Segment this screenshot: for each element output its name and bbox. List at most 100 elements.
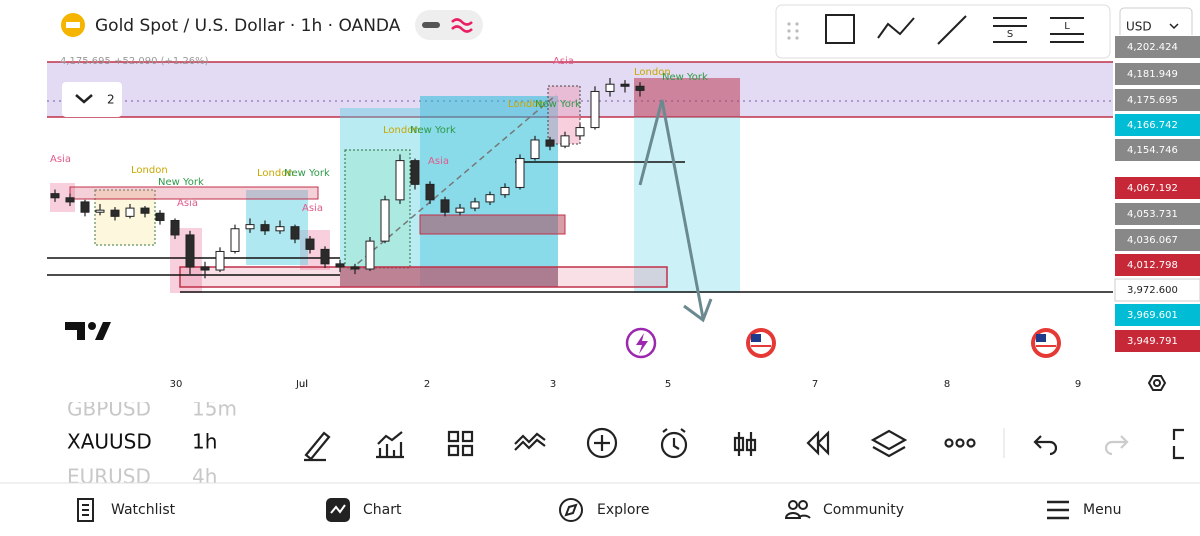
candle-body [365, 240, 375, 270]
layers-tool[interactable] [870, 429, 908, 458]
fullscreen-tool[interactable] [1172, 428, 1184, 460]
tool-label: S [1007, 29, 1013, 40]
candle-body [455, 207, 465, 213]
session-label: Asia [302, 203, 323, 214]
time-label: Jul [295, 379, 308, 390]
watchlist-icon[interactable] [77, 498, 94, 522]
candle-body [350, 266, 360, 270]
price-label: 4,175.695 [1127, 95, 1178, 106]
candle-body [410, 160, 420, 185]
zone [179, 266, 668, 288]
candle-body [230, 228, 240, 252]
zone [340, 267, 558, 287]
candle-body [440, 199, 450, 213]
undo-tool[interactable] [1033, 435, 1058, 456]
candle-body [305, 238, 315, 250]
collapse-button[interactable] [62, 82, 122, 117]
price-label-bg [1115, 203, 1200, 225]
session-label: New York [284, 168, 330, 179]
session-label: Asia [428, 156, 449, 167]
candles-tool[interactable] [733, 432, 757, 456]
s-tool[interactable] [993, 17, 1027, 43]
price-label: 4,181.949 [1127, 69, 1178, 80]
candle-body [545, 139, 555, 147]
zone [547, 85, 581, 145]
zone [634, 117, 740, 293]
candle-body [200, 266, 210, 271]
candle-body [635, 85, 645, 91]
layout-tool[interactable] [447, 430, 474, 457]
candle-body [140, 207, 150, 214]
session-label: London [634, 67, 671, 78]
price-label: 4,067.192 [1127, 183, 1178, 194]
nav-label[interactable]: Community [823, 502, 904, 518]
nav-label[interactable]: Explore [597, 502, 650, 518]
menu-icon[interactable] [1047, 500, 1069, 520]
candle-body [185, 234, 195, 268]
draw-tool[interactable] [304, 431, 331, 462]
session-label: London [508, 99, 545, 110]
drag-handle [787, 22, 799, 40]
axis-cover [0, 366, 300, 402]
candle-body [560, 135, 570, 147]
nav-label[interactable]: Menu [1083, 502, 1121, 518]
zone [419, 214, 566, 235]
price-label-bg [1115, 229, 1200, 251]
candle-body [590, 90, 600, 129]
symbol-icon [66, 22, 80, 28]
candle-body [80, 201, 90, 213]
more-tool[interactable] [944, 438, 954, 448]
zone [69, 186, 319, 200]
us-event-icon[interactable] [746, 328, 776, 358]
us-event-icon[interactable] [1031, 328, 1061, 358]
session-label: New York [410, 125, 456, 136]
session-label: New York [158, 177, 204, 188]
time-label: 8 [944, 379, 950, 390]
symbol-name[interactable]: XAUUSD [67, 430, 152, 454]
toggle-icon [451, 18, 473, 33]
candle-body [515, 158, 525, 188]
replay-tool[interactable] [806, 430, 830, 456]
nav-label[interactable]: Watchlist [111, 502, 176, 518]
session-label: London [257, 168, 294, 179]
tool-label: L [1064, 21, 1070, 32]
currency: USD [1126, 20, 1152, 34]
candle-body [50, 193, 60, 199]
collapse-count: 2 [107, 93, 115, 107]
community-icon[interactable] [788, 500, 798, 510]
price-label: 3,969.601 [1127, 310, 1178, 321]
settings-icon[interactable] [1147, 375, 1167, 391]
chevron [75, 94, 93, 104]
candle-body [155, 212, 165, 221]
event-icon [636, 333, 648, 354]
candle-body [530, 139, 540, 160]
price-label: 4,036.067 [1127, 235, 1178, 246]
price-label-bg [1115, 63, 1200, 85]
explore-icon[interactable] [559, 498, 583, 522]
candle-body [380, 199, 390, 242]
alert-tool[interactable] [660, 431, 688, 459]
nav-label[interactable]: Chart [363, 502, 402, 518]
toggle-icon [422, 22, 440, 28]
path-tool[interactable] [877, 17, 915, 39]
bottom-toolbar [304, 427, 1184, 462]
rect-tool[interactable] [825, 14, 855, 44]
compare-tool[interactable] [514, 432, 546, 451]
line-tool[interactable] [937, 15, 967, 45]
symbol-title: Gold Spot / U.S. Dollar · 1h · OANDA [95, 16, 401, 36]
price-label: 4,166.742 [1127, 120, 1178, 131]
candle-body [290, 226, 300, 240]
price-label: 4,154.746 [1127, 145, 1178, 156]
price-label: 4,053.731 [1127, 209, 1178, 220]
candle-body [620, 83, 630, 87]
candle-body [65, 197, 75, 203]
l-tool[interactable] [1050, 17, 1084, 43]
price-label-bg [1115, 177, 1200, 199]
tv-logo [88, 322, 96, 330]
add-tool[interactable] [586, 427, 618, 459]
tv-logo [95, 322, 111, 340]
indicators-tool[interactable] [376, 431, 404, 459]
redo-tool[interactable] [1104, 435, 1129, 456]
symbol-interval[interactable]: 1h [192, 430, 217, 454]
